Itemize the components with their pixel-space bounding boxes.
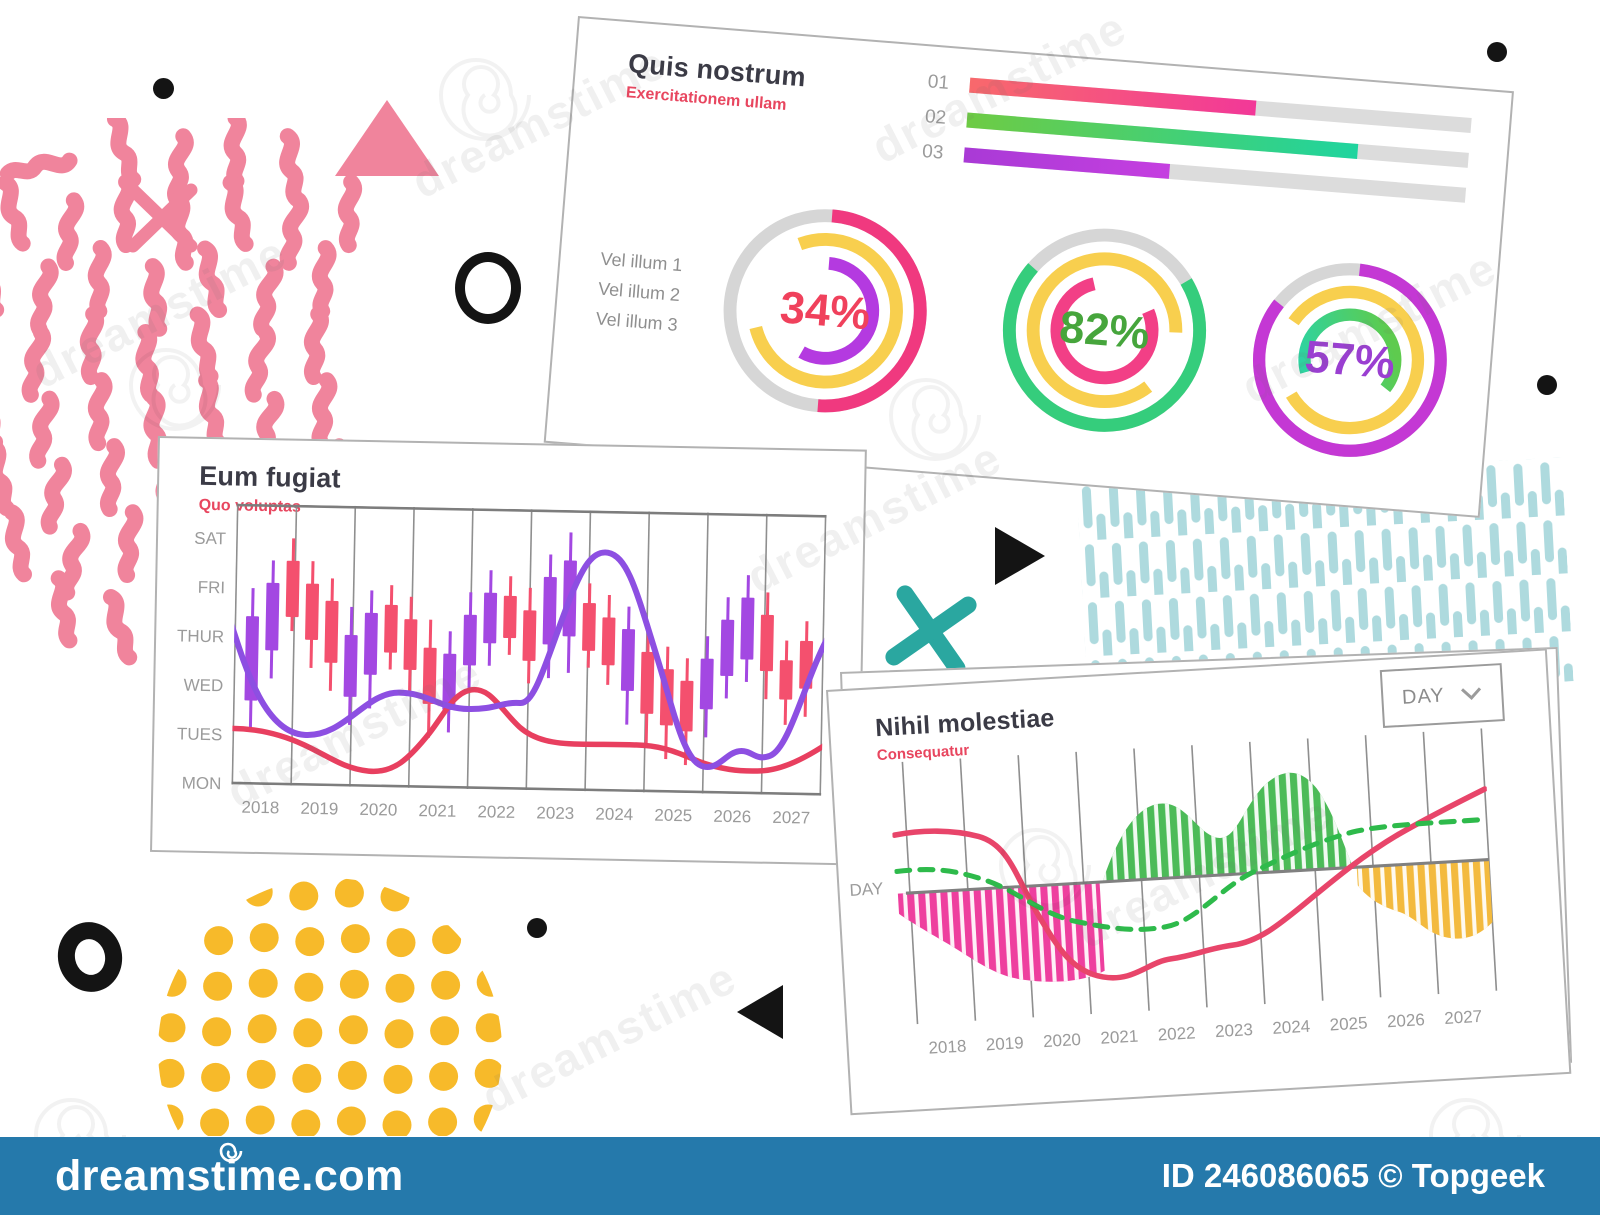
pink-triangle — [335, 100, 439, 176]
chevron-down-icon — [1461, 687, 1482, 700]
black-thick-ring — [51, 916, 129, 998]
panel-candles-title: Eum fugiat — [198, 460, 342, 494]
year-label: 2022 — [477, 802, 516, 822]
year-label: 2027 — [1443, 1006, 1483, 1028]
year-label: 2020 — [1042, 1029, 1082, 1052]
teal-x-mark — [885, 585, 977, 677]
weekday-label: FRI — [197, 577, 226, 598]
weekday-label: THUR — [176, 626, 225, 647]
period-dropdown[interactable]: DAY — [1379, 663, 1505, 728]
year-label: 2022 — [1157, 1023, 1197, 1045]
year-label: 2019 — [300, 798, 339, 819]
year-label: 2024 — [595, 804, 634, 825]
legend-item-1: Vel illum 1 — [599, 248, 684, 276]
donut-value: 82% — [1057, 300, 1152, 359]
image-credit: ID 246086065 © Topgeek — [1161, 1157, 1545, 1194]
pink-squiggle-pattern — [0, 118, 415, 678]
bar-fill — [963, 147, 1171, 179]
year-label: 2018 — [241, 797, 280, 818]
yellow-dots-pattern — [158, 878, 502, 1136]
year-label: 2027 — [772, 807, 811, 828]
bar-label: 02 — [924, 105, 947, 129]
black-dot-top-right — [1487, 42, 1507, 62]
black-dot-bottom — [527, 918, 547, 938]
panel-stats: Quis nostrum Exercitationem ullam 01 02 03… — [543, 16, 1514, 518]
black-circle-outline — [455, 252, 521, 324]
bar-label: 03 — [921, 140, 945, 164]
year-label: 2024 — [1271, 1016, 1311, 1038]
year-label: 2025 — [1329, 1013, 1369, 1035]
period-dropdown-value: DAY — [1401, 683, 1446, 709]
legend-item-3: Vel illum 3 — [595, 308, 679, 335]
baseline-axis-label: DAY — [849, 879, 884, 900]
year-label: 2021 — [418, 801, 457, 821]
black-triangle-left — [737, 985, 783, 1039]
black-dot-right — [1537, 375, 1557, 395]
weekday-label: WED — [183, 675, 224, 696]
year-label: 2025 — [654, 805, 693, 826]
black-dot-top-left — [153, 78, 174, 99]
footer-bar: dreamstime.com ID 246086065 © Topgeek — [0, 1137, 1600, 1215]
year-label: 2021 — [1099, 1026, 1139, 1048]
donut-gauge-3: 57% — [1238, 248, 1462, 472]
year-label: 2026 — [713, 806, 752, 827]
year-label: 2020 — [359, 799, 398, 820]
brand-spiral-icon — [219, 1142, 243, 1162]
candlestick-plot — [231, 503, 827, 796]
donut-gauge-2: 82% — [987, 213, 1222, 448]
weekday-label: TUES — [176, 724, 223, 745]
progress-bars: 01 02 03 — [921, 64, 1473, 212]
bar-label: 01 — [927, 70, 950, 94]
year-label: 2018 — [928, 1036, 967, 1058]
blue-dashes-pattern — [1076, 457, 1574, 707]
legend-item-2: Vel illum 2 — [597, 278, 681, 306]
donut-value: 57% — [1302, 330, 1397, 389]
area-chart-plot — [891, 728, 1498, 1025]
black-triangle-right — [995, 527, 1045, 585]
year-label: 2026 — [1386, 1010, 1426, 1032]
brand-logo: dreamstime.com — [55, 1142, 404, 1201]
year-label: 2019 — [985, 1033, 1025, 1055]
donut-value: 34% — [778, 281, 873, 340]
weekday-label: MON — [181, 773, 222, 794]
watermark-text: dreamstime — [473, 950, 745, 1124]
panel-flow: Nihil molestiae Consequatur DAY DAY 2018… — [826, 648, 1572, 1116]
year-label: 2023 — [1214, 1020, 1254, 1042]
watermark-spiral-icon — [438, 58, 531, 141]
weekday-label: SAT — [194, 528, 227, 549]
donut-gauge-1: 34% — [708, 193, 943, 428]
panel-candles: Eum fugiat Quo voluptas SAT FRI THUR WED TUE… — [150, 436, 867, 866]
year-label: 2023 — [536, 803, 575, 824]
panel-flow-title: Nihil molestiae — [874, 703, 1056, 743]
